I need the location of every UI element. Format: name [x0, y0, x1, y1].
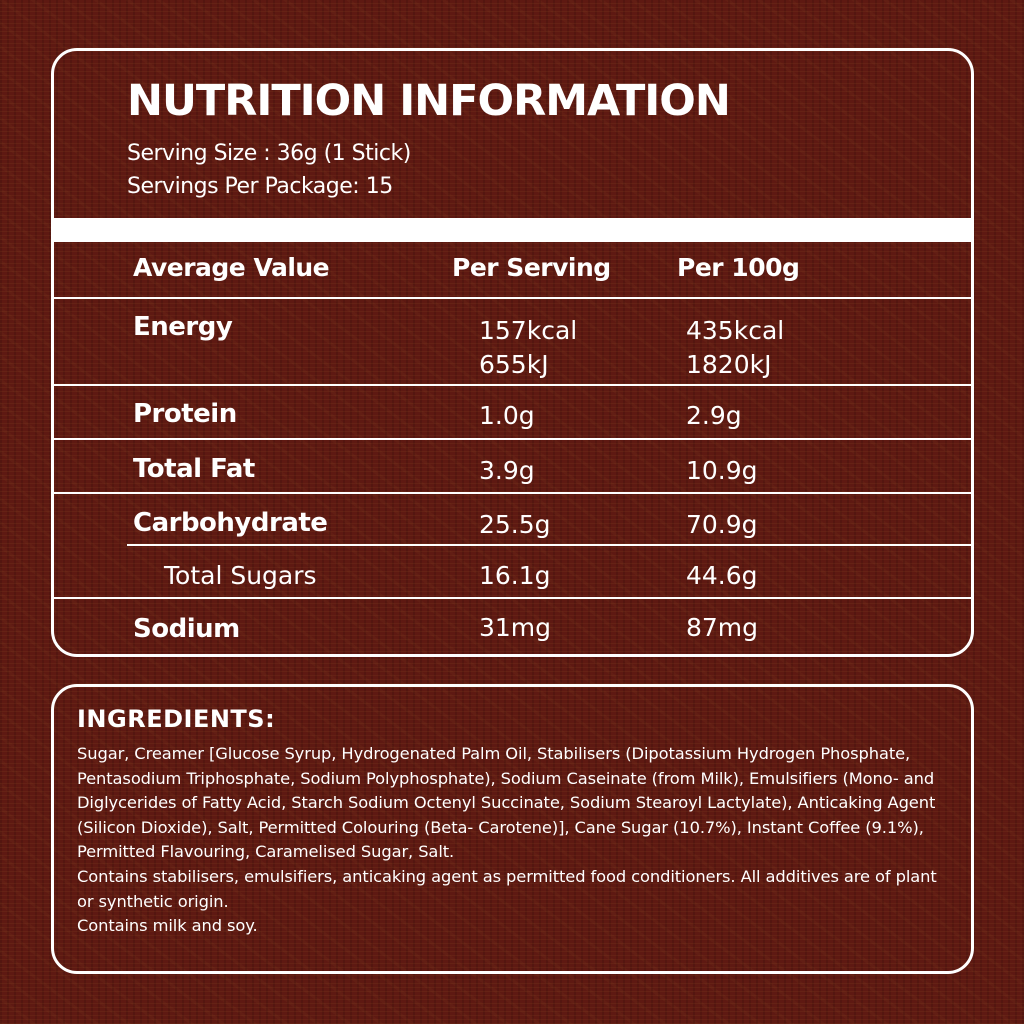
- sodium-per-100g: 87mg: [686, 613, 759, 642]
- row-label-total-fat: Total Fat: [133, 454, 255, 484]
- sodium-per-serving: 31mg: [479, 613, 552, 642]
- table-divider: [54, 297, 971, 299]
- column-header-per-100g: Per 100g: [677, 253, 800, 282]
- carbohydrate-per-100g: 70.9g: [686, 510, 758, 539]
- nutrition-panel: NUTRITION INFORMATION Serving Size : 36g…: [51, 48, 974, 657]
- ingredients-panel: INGREDIENTS: Sugar, Creamer [Glucose Syr…: [51, 684, 974, 974]
- carbohydrate-per-serving: 25.5g: [479, 510, 551, 539]
- ingredients-list: Sugar, Creamer [Glucose Syrup, Hydrogena…: [77, 744, 936, 862]
- total-sugars-per-100g: 44.6g: [686, 561, 758, 590]
- servings-per-package: Servings Per Package: 15: [127, 174, 393, 199]
- allergen-statement: Contains milk and soy.: [77, 916, 258, 936]
- table-divider: [54, 438, 971, 440]
- energy-per-100g-kj: 1820kJ: [686, 350, 772, 379]
- energy-per-serving-kj: 655kJ: [479, 350, 549, 379]
- nutrition-title: NUTRITION INFORMATION: [127, 76, 731, 126]
- ingredients-title: INGREDIENTS:: [77, 705, 276, 733]
- additives-statement: Contains stabilisers, emulsifiers, antic…: [77, 866, 937, 911]
- energy-per-serving-kcal: 157kcal: [479, 316, 578, 345]
- row-label-protein: Protein: [133, 399, 237, 429]
- row-label-carbohydrate: Carbohydrate: [133, 508, 328, 538]
- protein-per-100g: 2.9g: [686, 401, 742, 430]
- total-fat-per-100g: 10.9g: [686, 456, 758, 485]
- energy-per-100g-kcal: 435kcal: [686, 316, 785, 345]
- table-divider: [54, 492, 971, 494]
- row-label-sodium: Sodium: [133, 614, 240, 644]
- ingredients-text: Sugar, Creamer [Glucose Syrup, Hydrogena…: [77, 742, 957, 939]
- serving-size: Serving Size : 36g (1 Stick): [127, 141, 411, 166]
- total-sugars-per-serving: 16.1g: [479, 561, 551, 590]
- row-label-energy: Energy: [133, 312, 233, 342]
- table-divider: [54, 597, 971, 599]
- total-fat-per-serving: 3.9g: [479, 456, 535, 485]
- row-label-total-sugars: Total Sugars: [164, 561, 317, 590]
- header-divider-band: [54, 218, 971, 242]
- column-header-per-serving: Per Serving: [452, 253, 611, 282]
- table-divider: [127, 544, 971, 546]
- protein-per-serving: 1.0g: [479, 401, 535, 430]
- column-header-average-value: Average Value: [133, 253, 330, 282]
- table-divider: [54, 384, 971, 386]
